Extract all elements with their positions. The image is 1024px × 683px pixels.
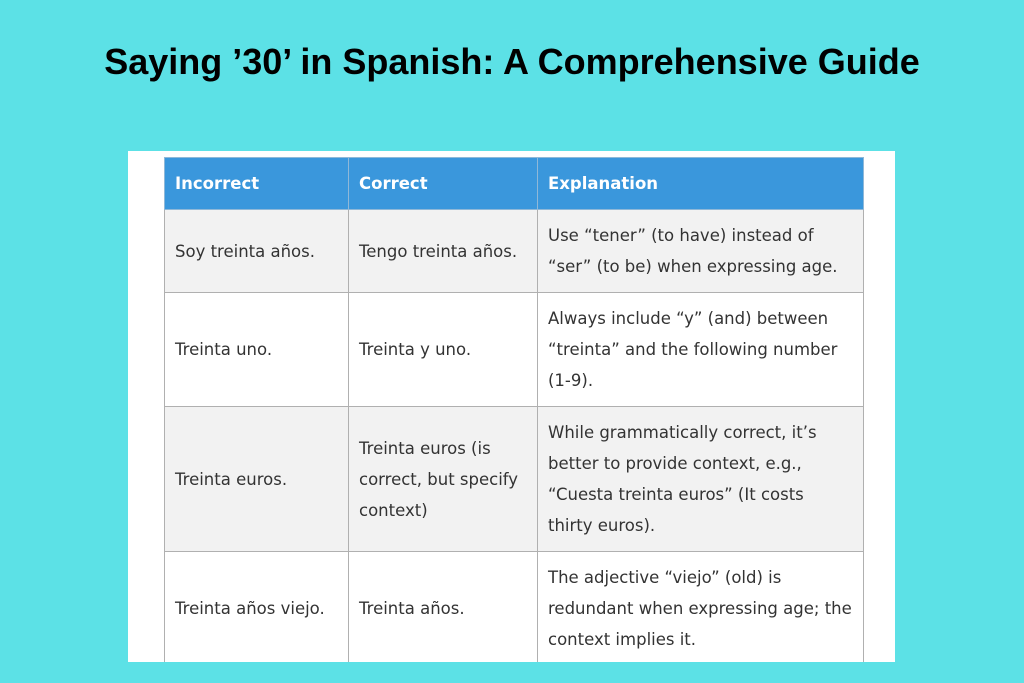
cell-explanation: Use “tener” (to have) instead of “ser” (… (537, 209, 864, 293)
cell-explanation: While grammatically correct, it’s better… (537, 406, 864, 552)
table-row: Soy treinta años. Tengo treinta años. Us… (164, 209, 864, 293)
table-row: Treinta uno. Treinta y uno. Always inclu… (164, 292, 864, 407)
cell-correct: Treinta euros (is correct, but specify c… (348, 406, 538, 552)
table-row: Treinta años viejo. Treinta años. The ad… (164, 551, 864, 662)
cell-incorrect: Treinta euros. (164, 406, 349, 552)
cell-incorrect: Soy treinta años. (164, 209, 349, 293)
header-row: Incorrect Correct Explanation (164, 157, 864, 210)
page-title: Saying ’30’ in Spanish: A Comprehensive … (104, 41, 920, 82)
cell-correct: Treinta y uno. (348, 292, 538, 407)
cell-correct: Tengo treinta años. (348, 209, 538, 293)
table-row: Treinta euros. Treinta euros (is correct… (164, 406, 864, 552)
table-panel: Incorrect Correct Explanation Soy treint… (128, 151, 895, 662)
cell-explanation: The adjective “viejo” (old) is redundant… (537, 551, 864, 662)
cell-incorrect: Treinta uno. (164, 292, 349, 407)
comparison-table: Incorrect Correct Explanation Soy treint… (164, 157, 864, 662)
cell-incorrect: Treinta años viejo. (164, 551, 349, 662)
header-incorrect: Incorrect (164, 157, 349, 210)
cell-correct: Treinta años. (348, 551, 538, 662)
cell-explanation: Always include “y” (and) between “treint… (537, 292, 864, 407)
header-explanation: Explanation (537, 157, 864, 210)
header-correct: Correct (348, 157, 538, 210)
